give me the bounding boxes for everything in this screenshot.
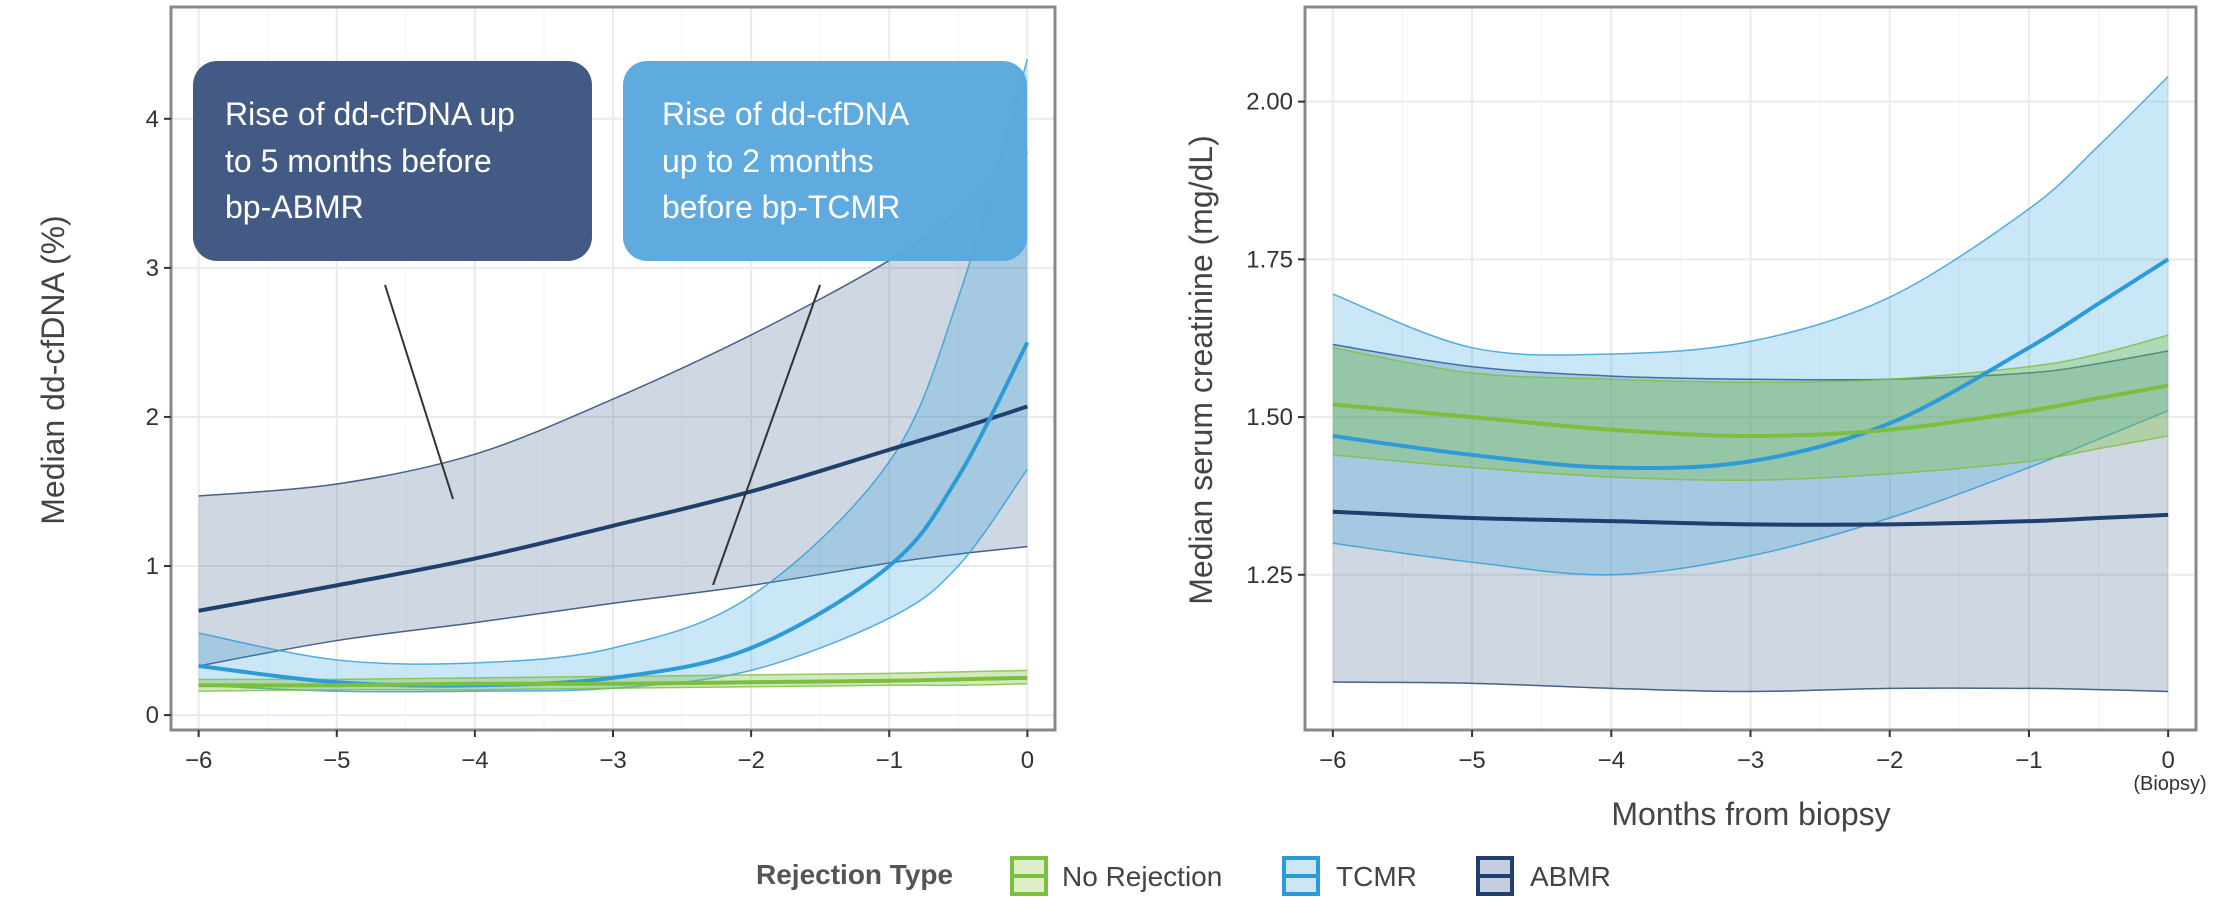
x-tick-label: −1	[2015, 747, 2042, 774]
abmr-annotation-box	[193, 61, 592, 261]
median-line-no-rejection	[198, 675, 1028, 688]
tcmr-annotation-box	[623, 61, 1027, 261]
y-tick-label: 0	[146, 702, 159, 729]
legend-item-tcmr: TCMR	[1282, 856, 1417, 896]
x-tick-label: −3	[599, 747, 626, 774]
x-tick-label: −2	[1876, 747, 1903, 774]
y-tick-label: 2.00	[1246, 89, 1293, 116]
y-axis-label-left: Median dd-cfDNA (%)	[35, 215, 71, 524]
ci-band-tcmr	[1332, 76, 2169, 575]
x-tick-label: −5	[1458, 747, 1485, 774]
y-tick-label: 4	[146, 106, 159, 133]
ci-upper-no-rejection	[198, 669, 1028, 681]
ci-lower-no-rejection	[198, 683, 1028, 692]
legend-item-no-rejection: No Rejection	[1010, 856, 1222, 896]
median-line-abmr	[198, 404, 1028, 613]
y-tick-label: 1.50	[1246, 404, 1293, 431]
x-axis-label: Months from biopsy	[1611, 796, 1890, 832]
y-tick-label: 1.75	[1246, 246, 1293, 273]
annotations: Rise of dd-cfDNA up to 5 months before b…	[193, 61, 1027, 586]
x-tick-label: 0	[1021, 747, 1034, 774]
legend: Rejection Type No Rejection TCMR ABMR	[756, 856, 1611, 896]
median-line-no-rejection	[1332, 383, 2169, 439]
abmr-annotation-line-2: to 5 months before	[225, 143, 492, 179]
ci-lower-abmr	[198, 545, 1028, 667]
x-tick-label: −2	[737, 747, 764, 774]
creatinine-panel: −6 −5 −4 −3 −2 −1 0 1.25 1.50 1.75 2.00	[1246, 5, 2198, 774]
y-tick-label: 1.25	[1246, 562, 1293, 589]
x-tick-label: −6	[185, 747, 212, 774]
x-tick-label: −1	[876, 747, 903, 774]
y-tick-label: 3	[146, 255, 159, 282]
median-line-tcmr	[1332, 257, 2170, 471]
legend-item-abmr: ABMR	[1476, 856, 1611, 896]
legend-label-abmr: ABMR	[1530, 861, 1611, 892]
ci-lower-abmr	[1332, 681, 2169, 693]
y-axis-label-right: Median serum creatinine (mg/dL)	[1183, 135, 1219, 605]
ci-band-abmr	[1332, 344, 2169, 692]
legend-label-no-rejection: No Rejection	[1062, 861, 1222, 892]
ci-band-no-rejection	[1332, 335, 2169, 481]
x-tick-label: 0	[2161, 747, 2174, 774]
x-tick-label: −6	[1319, 747, 1346, 774]
y-tick-label: 2	[146, 404, 159, 431]
tcmr-annotation-line-3: before bp-TCMR	[662, 189, 900, 225]
ci-upper-no-rejection	[1332, 334, 2169, 384]
tcmr-annotation-line-1: Rise of dd-cfDNA	[662, 96, 910, 132]
abmr-annotation-line-3: bp-ABMR	[225, 189, 364, 225]
ci-upper-tcmr	[1332, 75, 2169, 356]
ci-lower-tcmr	[1332, 410, 2169, 576]
ci-band-abmr	[198, 151, 1028, 666]
ci-lower-no-rejection	[1332, 435, 2169, 482]
abmr-annotation-pointer	[384, 284, 454, 500]
ci-upper-abmr	[1332, 343, 2169, 381]
tcmr-annotation-line-2: up to 2 months	[662, 143, 874, 179]
legend-label-tcmr: TCMR	[1336, 861, 1417, 892]
abmr-annotation-line-1: Rise of dd-cfDNA up	[225, 96, 515, 132]
y-tick-label: 1	[146, 553, 159, 580]
biopsy-tick-note: (Biopsy)	[2133, 773, 2206, 795]
legend-title: Rejection Type	[756, 859, 953, 890]
x-tick-label: −4	[461, 747, 488, 774]
median-line-abmr	[1332, 509, 2169, 527]
tcmr-annotation-pointer	[712, 284, 821, 586]
x-tick-label: −4	[1598, 747, 1625, 774]
ci-upper-tcmr	[198, 58, 1029, 665]
x-tick-label: −5	[323, 747, 350, 774]
x-tick-label: −3	[1737, 747, 1764, 774]
